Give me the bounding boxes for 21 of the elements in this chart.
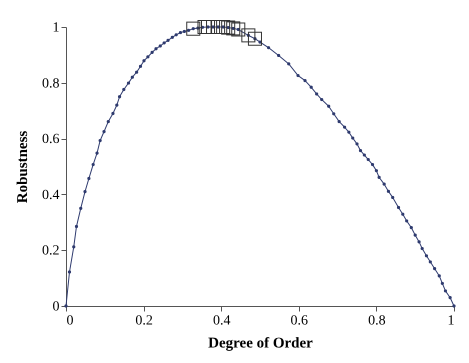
y-tick-label: 0.2 xyxy=(42,244,60,259)
point xyxy=(226,21,240,36)
x-tick-label: 0 xyxy=(66,314,74,328)
y-tick-label: 0.4 xyxy=(42,188,60,203)
y-tick-label: 0 xyxy=(52,300,60,314)
point xyxy=(248,32,262,46)
y-tick-label: 1 xyxy=(52,20,60,36)
point xyxy=(221,20,236,35)
y-tick-label: 0.8 xyxy=(42,76,60,92)
x-tick-label: 1 xyxy=(448,314,454,328)
y-tick-label: 0.6 xyxy=(42,132,60,148)
y-axis-title: Robustness xyxy=(15,130,31,204)
x-tick-label: 0.6 xyxy=(290,314,308,328)
point xyxy=(186,22,200,36)
x-tick-label: 0.8 xyxy=(368,314,386,328)
x-tick-label: 0.4 xyxy=(212,314,230,328)
point xyxy=(231,22,246,37)
point xyxy=(216,20,230,34)
x-tick-label: 0.2 xyxy=(135,314,153,328)
point xyxy=(241,28,256,42)
x-axis-title: Degree of Order xyxy=(208,336,314,352)
